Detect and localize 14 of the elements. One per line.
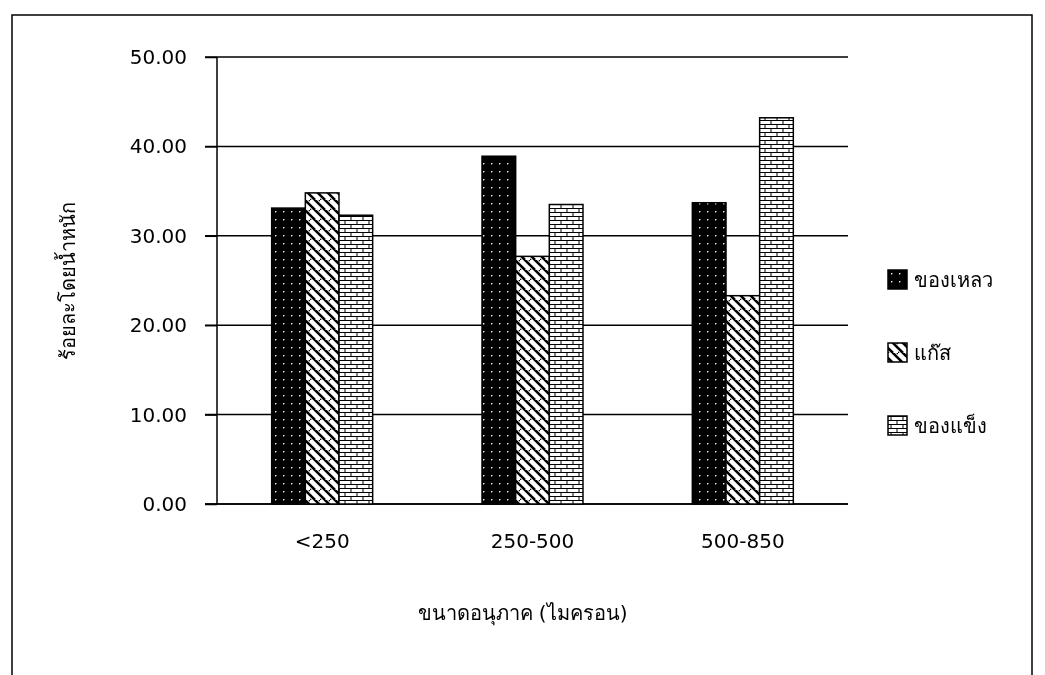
y-axis-title: ร้อยละโดยน้ำหนัก [54, 201, 80, 360]
x-axis-title: ขนาดอนุภาค (ไมครอน) [417, 601, 628, 626]
y-tick-label: 10.00 [129, 402, 187, 427]
x-tick-label: 500-850 [701, 529, 785, 554]
y-tick-label: 40.00 [129, 134, 187, 159]
y-tick-label: 0.00 [142, 491, 187, 516]
x-tick-label: <250 [294, 529, 350, 554]
y-tick-label: 20.00 [129, 313, 187, 338]
x-tick-label: 250-500 [490, 529, 575, 554]
y-tick-label: 30.00 [129, 223, 187, 248]
legend-label: ของเหลว [914, 268, 993, 292]
y-tick-label: 50.00 [129, 44, 187, 69]
legend-label: แก๊ส [914, 341, 951, 365]
legend-label: ของแข็ง [914, 413, 987, 438]
